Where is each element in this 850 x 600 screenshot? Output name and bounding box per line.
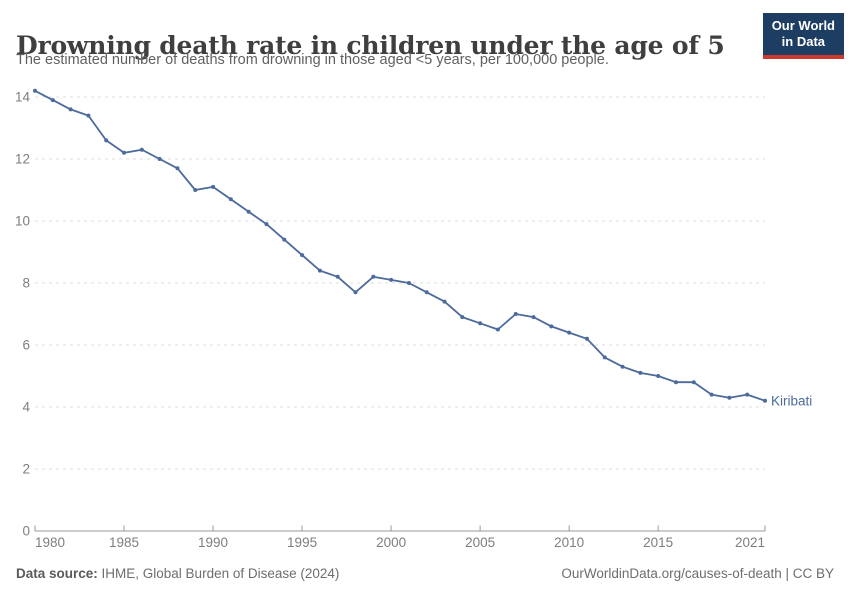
data-point — [620, 364, 625, 369]
y-tick-label: 12 — [15, 152, 30, 167]
data-point — [157, 157, 162, 161]
y-tick-label: 6 — [22, 338, 30, 353]
data-point — [389, 277, 394, 282]
owid-logo-line1: Our World — [771, 18, 835, 33]
data-point — [300, 253, 305, 258]
data-point — [246, 209, 251, 214]
chart-subtitle: The estimated number of deaths from drow… — [16, 52, 609, 68]
data-point — [317, 268, 322, 273]
data-point — [602, 355, 607, 360]
data-point — [371, 274, 376, 279]
data-point — [193, 188, 198, 192]
data-point — [282, 237, 287, 242]
data-point — [122, 150, 127, 155]
data-point — [656, 374, 661, 378]
chart-footer: Data source: IHME, Global Burden of Dise… — [16, 566, 834, 581]
x-tick-label: 2010 — [554, 535, 584, 550]
data-point — [406, 281, 411, 285]
data-point — [460, 315, 465, 320]
data-source-label: Data source: — [16, 566, 98, 581]
data-point — [709, 392, 714, 397]
data-point — [424, 290, 429, 295]
data-point — [104, 138, 109, 143]
y-tick-label: 2 — [22, 462, 30, 477]
entity-label[interactable]: Kiribati — [771, 393, 812, 408]
data-point — [727, 395, 732, 400]
chart-svg[interactable]: 0 2 4 6 8 10 12 14 1980 1985 1990 1995 2000 2005 2010 2… — [0, 85, 850, 560]
y-tick-label: 10 — [15, 214, 30, 229]
owid-credit-link[interactable]: OurWorldinData.org/causes-of-death | CC … — [561, 566, 834, 581]
data-point — [33, 88, 37, 93]
y-tick-label: 8 — [22, 276, 30, 291]
x-tick-label: 1980 — [35, 535, 65, 550]
data-point — [175, 166, 180, 171]
data-point — [549, 324, 554, 329]
data-point — [86, 113, 91, 118]
data-point — [691, 380, 696, 385]
data-point — [567, 330, 572, 335]
data-point — [264, 222, 269, 227]
data-point — [139, 147, 144, 152]
data-point — [763, 398, 767, 403]
data-point — [673, 380, 678, 385]
x-tick-label: 2015 — [643, 535, 673, 550]
y-tick-label: 0 — [22, 524, 30, 539]
x-tick-label: 1990 — [198, 535, 228, 550]
data-point — [638, 370, 643, 375]
data-point — [478, 321, 483, 326]
data-point — [745, 392, 750, 397]
data-source-note: Data source: IHME, Global Burden of Dise… — [16, 566, 339, 581]
data-point — [68, 107, 73, 112]
y-tick-label: 4 — [22, 400, 30, 415]
data-point — [228, 197, 233, 202]
line-series[interactable] — [34, 89, 766, 402]
x-tick-label: 1985 — [109, 535, 139, 550]
data-source-text: IHME, Global Burden of Disease (2024) — [97, 566, 340, 581]
y-tick-label: 14 — [15, 90, 31, 105]
owid-logo-line2: in Data — [781, 34, 826, 50]
data-point — [495, 327, 500, 332]
x-tick-label: 2005 — [465, 535, 495, 550]
data-point — [50, 98, 55, 103]
data-point — [442, 299, 447, 304]
data-point — [211, 184, 216, 189]
data-point — [353, 290, 358, 295]
data-point — [531, 315, 536, 320]
x-tick-label: 2000 — [376, 535, 406, 550]
chart-title: Drowning death rate in children under th… — [16, 30, 725, 60]
data-point — [584, 336, 589, 341]
data-point — [335, 274, 340, 279]
data-point — [513, 312, 518, 316]
x-tick-label: 1995 — [287, 535, 317, 550]
owid-logo[interactable]: Our World in Data — [762, 13, 844, 59]
x-tick-label: 2021 — [735, 535, 765, 550]
